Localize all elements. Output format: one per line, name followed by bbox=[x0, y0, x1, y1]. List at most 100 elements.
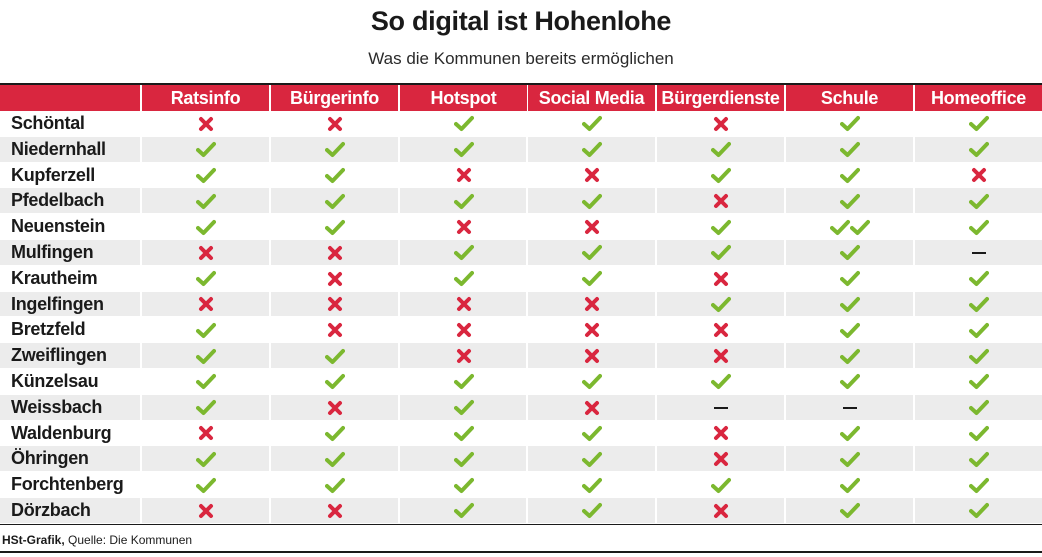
cross-icon bbox=[456, 296, 472, 312]
column-divider bbox=[140, 446, 142, 473]
check-icon bbox=[968, 322, 989, 339]
table-cell bbox=[271, 498, 398, 524]
check-icon bbox=[839, 141, 860, 158]
row-label: Kupferzell bbox=[11, 164, 96, 185]
footer-brand: HSt-Grafik, bbox=[2, 533, 65, 547]
table-cell bbox=[915, 472, 1042, 498]
column-divider bbox=[913, 420, 915, 447]
check-icon bbox=[581, 270, 602, 287]
check-icon bbox=[324, 425, 345, 442]
cross-icon bbox=[584, 167, 600, 183]
column-divider bbox=[526, 214, 528, 240]
table-cell bbox=[142, 395, 269, 421]
column-divider bbox=[655, 420, 657, 447]
column-divider bbox=[913, 394, 915, 421]
check-icon bbox=[453, 244, 474, 261]
column-divider bbox=[784, 214, 786, 240]
row-label: Schöntal bbox=[11, 113, 85, 133]
table-cell bbox=[915, 421, 1042, 447]
column-divider bbox=[398, 214, 400, 240]
check-icon bbox=[581, 193, 602, 210]
table-cell bbox=[786, 421, 913, 447]
column-divider bbox=[398, 497, 400, 524]
cross-icon bbox=[584, 219, 600, 235]
table-cell bbox=[657, 188, 784, 214]
column-divider bbox=[913, 472, 915, 498]
check-icon bbox=[324, 348, 345, 365]
check-icon bbox=[195, 141, 216, 158]
table-cell bbox=[400, 163, 527, 189]
column-divider bbox=[140, 343, 142, 369]
column-divider bbox=[269, 111, 271, 137]
table-cell bbox=[142, 111, 269, 137]
column-divider bbox=[269, 472, 271, 498]
column-divider bbox=[655, 239, 657, 266]
cross-icon bbox=[327, 322, 343, 338]
table-cell bbox=[915, 292, 1042, 318]
column-divider bbox=[784, 343, 786, 369]
check-icon bbox=[710, 141, 731, 158]
table-row: Ingelfingen bbox=[0, 291, 1042, 318]
table-cell bbox=[528, 446, 655, 472]
check-icon bbox=[968, 477, 989, 494]
check-icon bbox=[581, 502, 602, 519]
row-divider bbox=[0, 290, 1042, 292]
dash-icon bbox=[713, 406, 728, 409]
check-icon bbox=[324, 451, 345, 468]
table-cell bbox=[657, 163, 784, 189]
check-icon bbox=[839, 451, 860, 468]
table-cell bbox=[142, 343, 269, 369]
check-icon bbox=[710, 477, 731, 494]
check-icon bbox=[581, 244, 602, 261]
table-cell bbox=[786, 292, 913, 318]
column-divider bbox=[269, 188, 271, 215]
table-row: Niedernhall bbox=[0, 136, 1042, 163]
check-icon bbox=[453, 477, 474, 494]
row-label: Krautheim bbox=[11, 267, 98, 288]
table-cell bbox=[142, 163, 269, 189]
check-icon bbox=[581, 451, 602, 468]
column-divider bbox=[140, 317, 142, 344]
check-icon bbox=[581, 115, 602, 132]
column-divider bbox=[526, 188, 528, 215]
table-cell bbox=[400, 446, 527, 472]
check-icon bbox=[710, 244, 731, 261]
check-icon bbox=[195, 167, 216, 184]
column-divider bbox=[269, 420, 271, 447]
table-cell bbox=[271, 317, 398, 343]
check-icon bbox=[324, 193, 345, 210]
table-row: Krautheim bbox=[0, 265, 1042, 292]
table-cell bbox=[400, 266, 527, 292]
table-cell bbox=[528, 421, 655, 447]
table-cell bbox=[786, 240, 913, 266]
check-icon bbox=[195, 348, 216, 365]
table-row: Schöntal bbox=[0, 111, 1042, 137]
cross-icon bbox=[456, 322, 472, 338]
row-divider bbox=[0, 419, 1042, 421]
column-divider bbox=[526, 368, 528, 395]
column-divider bbox=[398, 239, 400, 266]
table-cell bbox=[142, 369, 269, 395]
table-row: Forchtenberg bbox=[0, 472, 1042, 498]
column-divider bbox=[784, 136, 786, 163]
table-cell bbox=[915, 317, 1042, 343]
column-divider bbox=[269, 368, 271, 395]
cross-icon bbox=[713, 425, 729, 441]
table-cell bbox=[271, 266, 398, 292]
footer-source: Quelle: Die Kommunen bbox=[64, 533, 193, 547]
table-cell bbox=[657, 395, 784, 421]
column-divider bbox=[140, 188, 142, 215]
table-cell bbox=[528, 292, 655, 318]
cross-icon bbox=[713, 116, 729, 132]
table-cell bbox=[786, 498, 913, 524]
table-cell bbox=[786, 188, 913, 214]
column-divider bbox=[526, 111, 528, 137]
column-divider bbox=[913, 111, 915, 137]
check-icon bbox=[839, 373, 860, 390]
check-icon bbox=[453, 399, 474, 416]
check-icon bbox=[968, 399, 989, 416]
row-label: Mulfingen bbox=[11, 241, 94, 262]
check-icon bbox=[839, 477, 860, 494]
row-label: Dörzbach bbox=[11, 499, 91, 520]
column-divider bbox=[784, 420, 786, 447]
